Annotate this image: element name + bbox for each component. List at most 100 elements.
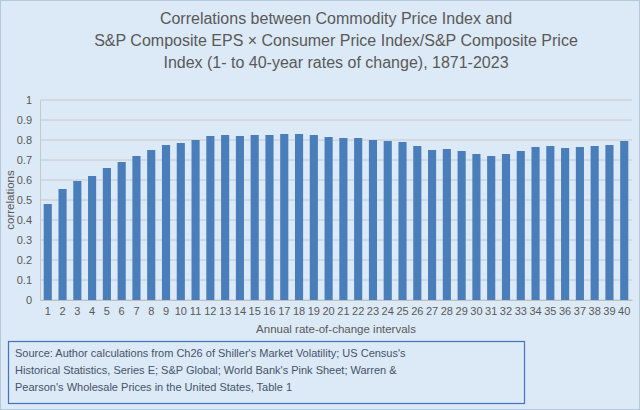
y-axis: 00.10.20.30.40.50.60.70.80.91 (17, 94, 41, 306)
grid-line (40, 200, 632, 201)
x-tick-label: 37 (574, 305, 586, 317)
x-tick-label: 31 (485, 305, 497, 317)
grid-line (40, 120, 632, 121)
x-tick-label: 4 (89, 305, 95, 317)
x-tick-label: 25 (396, 305, 408, 317)
y-tick-label: 0.3 (17, 234, 32, 246)
bar (118, 162, 126, 300)
y-tick-label: 0.6 (17, 174, 32, 186)
y-tick: 0.5 (17, 194, 40, 206)
x-tick: 15 (249, 300, 261, 317)
y-tick: 0.3 (17, 234, 40, 246)
x-tick: 19 (308, 300, 320, 317)
x-tick-label: 28 (441, 305, 453, 317)
x-tick: 8 (148, 300, 154, 317)
bar (44, 204, 52, 300)
y-tick: 0.4 (17, 214, 40, 226)
x-tick: 30 (470, 300, 482, 317)
bar (177, 143, 185, 300)
source-line: Historical Statistics, Series E; S&P Glo… (15, 364, 397, 376)
bar (103, 168, 111, 300)
bar (354, 138, 362, 300)
y-tick: 0.2 (17, 254, 40, 266)
bar (398, 142, 406, 300)
x-tick: 29 (456, 300, 468, 317)
y-tick-label: 0.9 (17, 114, 32, 126)
bar (251, 135, 259, 300)
x-tick: 23 (367, 300, 379, 317)
x-tick: 38 (589, 300, 601, 317)
bar (458, 151, 466, 300)
x-tick-label: 23 (367, 305, 379, 317)
x-tick-label: 19 (308, 305, 320, 317)
bar (280, 134, 288, 300)
x-tick-label: 22 (352, 305, 364, 317)
bar (487, 156, 495, 300)
x-tick: 22 (352, 300, 364, 317)
bar (605, 145, 613, 300)
x-tick-label: 16 (263, 305, 275, 317)
x-tick: 31 (485, 300, 497, 317)
grid-line (40, 220, 632, 221)
x-tick: 21 (337, 300, 349, 317)
x-tick: 1 (45, 300, 51, 317)
bar (561, 148, 569, 300)
x-tick: 12 (204, 300, 216, 317)
y-tick-label: 0.8 (17, 134, 32, 146)
bar (192, 140, 200, 300)
y-axis-title: correlations (4, 170, 16, 230)
bar (206, 136, 214, 300)
y-tick: 0 (26, 294, 40, 306)
grid-line (40, 140, 632, 141)
x-tick-label: 9 (163, 305, 169, 317)
bar (620, 141, 628, 300)
y-axis-line (40, 101, 41, 301)
bar (502, 154, 510, 300)
y-tick-label: 1 (26, 94, 32, 106)
x-tick: 35 (544, 300, 556, 317)
bar (384, 141, 392, 300)
x-tick: 10 (175, 300, 187, 317)
bar (162, 145, 170, 300)
grid-line (40, 100, 632, 101)
y-tick-label: 0.7 (17, 154, 32, 166)
bar (428, 150, 436, 300)
x-tick: 33 (515, 300, 527, 317)
x-tick: 40 (618, 300, 630, 317)
x-tick-label: 2 (59, 305, 65, 317)
title-line: Index (1- to 40-year rates of change), 1… (163, 54, 508, 71)
bar (517, 151, 525, 300)
y-tick-label: 0.4 (17, 214, 32, 226)
bar (221, 135, 229, 300)
bar (369, 140, 377, 300)
y-tick: 0.7 (17, 154, 40, 166)
x-tick: 26 (411, 300, 423, 317)
bars (44, 134, 629, 300)
x-tick: 7 (133, 300, 139, 317)
title-line: Correlations between Commodity Price Ind… (160, 10, 512, 27)
title: Correlations between Commodity Price Ind… (94, 10, 578, 71)
bar (265, 135, 273, 300)
title-line: S&P Composite EPS × Consumer Price Index… (94, 32, 578, 49)
background (1, 1, 640, 410)
bar (576, 147, 584, 300)
x-tick: 27 (426, 300, 438, 317)
grid-line (40, 260, 632, 261)
x-tick-label: 38 (589, 305, 601, 317)
bar (310, 135, 318, 300)
x-tick-label: 33 (515, 305, 527, 317)
grid (40, 100, 632, 300)
bar (132, 156, 140, 300)
source-note: Source: Author calculations from Ch26 of… (9, 342, 525, 404)
x-tick-label: 40 (618, 305, 630, 317)
x-tick-label: 21 (337, 305, 349, 317)
x-tick-label: 5 (104, 305, 110, 317)
x-tick: 18 (293, 300, 305, 317)
x-tick: 14 (234, 300, 246, 317)
x-tick: 39 (603, 300, 615, 317)
x-tick: 13 (219, 300, 231, 317)
x-tick-label: 36 (559, 305, 571, 317)
bar (339, 138, 347, 300)
x-tick-label: 12 (204, 305, 216, 317)
source-box (9, 342, 525, 404)
